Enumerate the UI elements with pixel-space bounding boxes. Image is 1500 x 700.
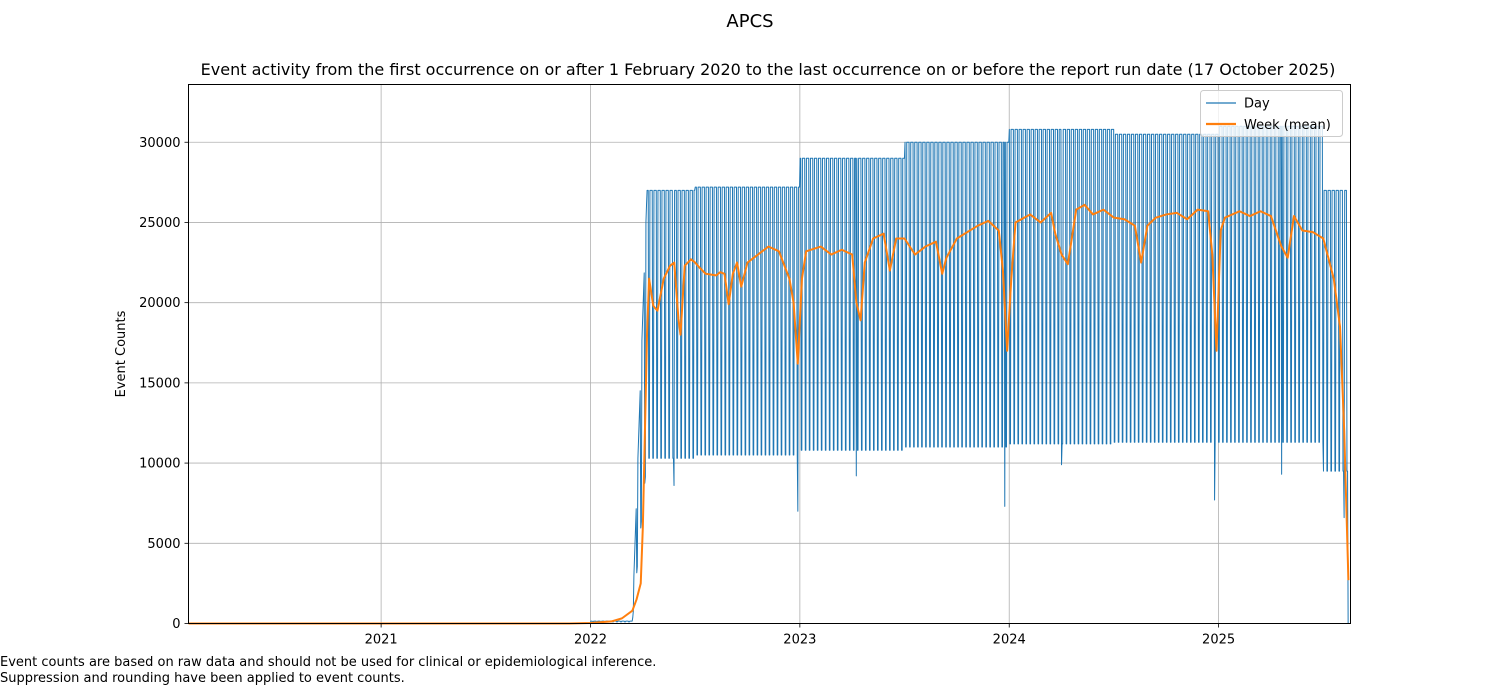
legend-day-label: Day: [1244, 97, 1270, 112]
x-tick-label: 2022: [574, 633, 607, 648]
chart-title: APCS: [726, 11, 774, 32]
x-tick-label: 2023: [783, 633, 816, 648]
x-tick-label: 2025: [1202, 633, 1235, 648]
series-day-line: [188, 125, 1350, 624]
series-week-line: [188, 203, 1350, 625]
y-tick-label: 30000: [139, 136, 180, 151]
y-axis-label: Event Counts: [114, 310, 129, 397]
y-tick-label: 5000: [147, 537, 180, 552]
legend-week-label: Week (mean): [1244, 118, 1331, 133]
legend: Day Week (mean): [1200, 90, 1343, 137]
axes-frame: [188, 84, 1351, 624]
series-layer: [188, 125, 1350, 625]
tick-layer: 2021 2022 2023 2024 2025 0 5000 10000 15000 20000…: [139, 136, 1235, 648]
y-tick-label: 10000: [139, 457, 180, 472]
y-tick-label: 25000: [139, 216, 180, 231]
chart-subtitle: Event activity from the first occurrence…: [200, 60, 1336, 79]
y-tick-label: 20000: [139, 296, 180, 311]
footnote-line-1: Event counts are based on raw data and s…: [0, 655, 657, 670]
y-tick-label: 0: [172, 617, 180, 632]
x-tick-label: 2024: [993, 633, 1026, 648]
x-tick-label: 2021: [365, 633, 398, 648]
y-tick-label: 15000: [139, 376, 180, 391]
footnote-line-2: Suppression and rounding have been appli…: [0, 671, 405, 686]
